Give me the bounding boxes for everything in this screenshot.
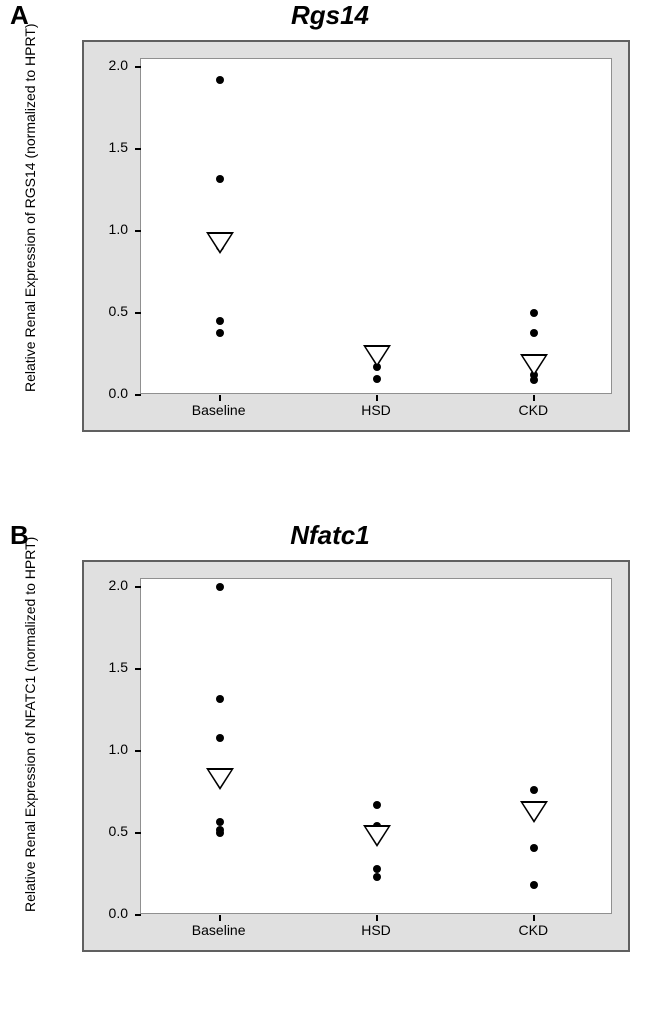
ytick (135, 668, 141, 670)
ytick (135, 750, 141, 752)
data-point (530, 844, 538, 852)
data-point (373, 873, 381, 881)
mean-marker (363, 825, 391, 847)
ytick (135, 586, 141, 588)
xtick-label: CKD (493, 922, 573, 938)
ytick (135, 312, 141, 314)
data-point (216, 826, 224, 834)
data-point (216, 317, 224, 325)
data-point (216, 734, 224, 742)
panel-a-plot-area (140, 58, 612, 394)
panel-b-plot-frame: 0.0 0.5 1.0 1.5 2.0 Baseline HSD CKD (82, 560, 630, 952)
panel-b-ylabel: Relative Renal Expression of NFATC1 (nor… (22, 537, 38, 912)
ytick-label: 0.5 (109, 823, 128, 839)
data-point (216, 695, 224, 703)
panel-b-title: Nfatc1 (0, 520, 660, 551)
data-point (530, 329, 538, 337)
data-point (216, 175, 224, 183)
panel-a-plot-frame: 0.0 0.5 1.0 1.5 2.0 Baseline HSD CKD (82, 40, 630, 432)
data-point (373, 865, 381, 873)
xtick-label: HSD (336, 922, 416, 938)
xtick (533, 915, 535, 921)
xtick-label: Baseline (179, 402, 259, 418)
mean-marker (363, 345, 391, 367)
xtick (219, 915, 221, 921)
ytick-label: 1.5 (109, 659, 128, 675)
page: A Rgs14 0.00.51.01.52.0BaselineHSDCKD Re… (0, 0, 660, 1010)
xtick-label: Baseline (179, 922, 259, 938)
ytick (135, 148, 141, 150)
panel-a-title: Rgs14 (0, 0, 660, 31)
xtick (219, 395, 221, 401)
data-point (216, 583, 224, 591)
data-point (530, 309, 538, 317)
ytick (135, 230, 141, 232)
panel-a: A Rgs14 0.00.51.01.52.0BaselineHSDCKD Re… (0, 0, 660, 492)
panel-b: B Nfatc1 0.00.51.01.52.0BaselineHSDCKD R… (0, 520, 660, 1012)
xtick (533, 395, 535, 401)
data-point (530, 786, 538, 794)
data-point (373, 375, 381, 383)
ytick-label: 1.5 (109, 139, 128, 155)
panel-a-ylabel: Relative Renal Expression of RGS14 (norm… (22, 23, 38, 392)
xtick-label: HSD (336, 402, 416, 418)
data-point (216, 818, 224, 826)
ytick-label: 1.0 (109, 221, 128, 237)
ytick-label: 0.0 (109, 385, 128, 401)
ytick-label: 0.5 (109, 303, 128, 319)
mean-marker (206, 232, 234, 254)
ytick (135, 394, 141, 396)
panel-b-plot-area (140, 578, 612, 914)
mean-marker (206, 768, 234, 790)
xtick-label: CKD (493, 402, 573, 418)
xtick (376, 395, 378, 401)
ytick (135, 832, 141, 834)
mean-marker (520, 354, 548, 376)
data-point (530, 881, 538, 889)
ytick-label: 2.0 (109, 57, 128, 73)
data-point (216, 76, 224, 84)
mean-marker (520, 801, 548, 823)
ytick (135, 66, 141, 68)
xtick (376, 915, 378, 921)
ytick-label: 0.0 (109, 905, 128, 921)
ytick-label: 1.0 (109, 741, 128, 757)
ytick (135, 914, 141, 916)
data-point (216, 329, 224, 337)
data-point (373, 801, 381, 809)
ytick-label: 2.0 (109, 577, 128, 593)
